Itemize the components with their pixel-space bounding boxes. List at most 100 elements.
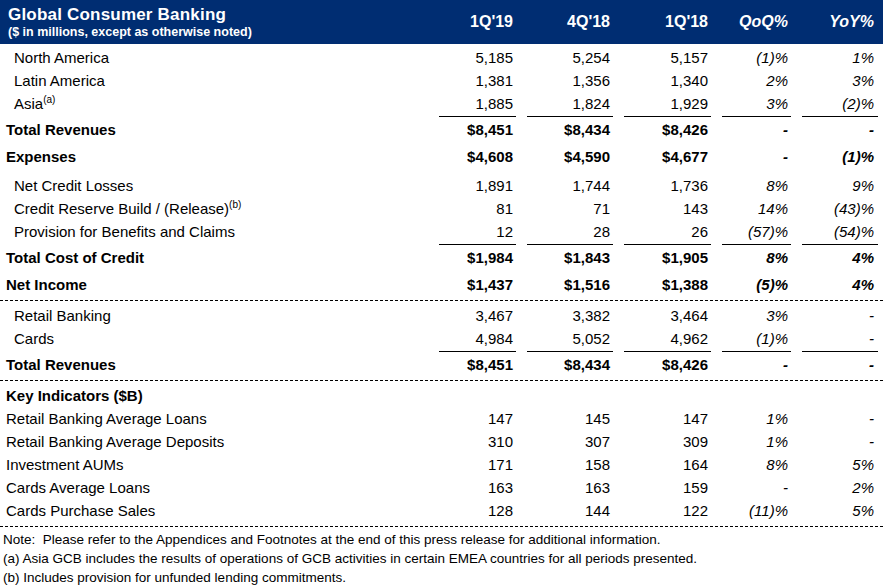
value-cell: 4%: [793, 249, 883, 266]
value-cell: 2%: [793, 479, 883, 496]
value-cell: -: [793, 433, 883, 450]
value-cell: 147: [615, 410, 713, 427]
table-row: Expenses$4,608$4,590$4,677-(1)%: [0, 145, 883, 168]
value-cell: -: [793, 307, 883, 324]
value-cell: 3%: [793, 72, 883, 89]
value-cell: (1)%: [793, 148, 883, 165]
table-row: Cards Purchase Sales128144122(11)%5%: [0, 499, 883, 522]
value-cell: (2)%: [793, 95, 883, 112]
value-cell: -: [713, 148, 793, 165]
value-cell: 307: [518, 433, 615, 450]
table-body: North America5,1855,2545,157(1)%1%Latin …: [0, 44, 883, 530]
row-label: Expenses: [0, 148, 430, 165]
column-underline: [439, 116, 516, 117]
row-label: Total Cost of Credit: [0, 249, 430, 266]
value-cell: -: [793, 410, 883, 427]
row-label: Credit Reserve Build / (Release)(b): [0, 200, 430, 217]
row-label: Latin America: [0, 72, 430, 89]
dashed-line: [0, 300, 883, 301]
column-underline: [527, 244, 613, 245]
financial-results-table: Global Consumer Banking ($ in millions, …: [0, 0, 883, 586]
value-cell: 1%: [793, 49, 883, 66]
table-row: Asia(a)1,8851,8241,9293%(2)%: [0, 92, 883, 115]
section-divider: [0, 376, 883, 384]
value-cell: (57)%: [713, 223, 793, 240]
value-cell: $4,677: [615, 148, 713, 165]
table-row: Cards Average Loans163163159-2%: [0, 476, 883, 499]
page-subtitle: ($ in millions, except as otherwise note…: [8, 25, 430, 40]
value-cell: 4,962: [615, 330, 713, 347]
footnote-line: (a) Asia GCB includes the results of ope…: [3, 549, 883, 568]
value-cell: 128: [430, 502, 518, 519]
row-label: Provision for Benefits and Claims: [0, 223, 430, 240]
value-cell: (11)%: [713, 502, 793, 519]
value-cell: 71: [518, 200, 615, 217]
value-cell: 147: [430, 410, 518, 427]
value-cell: 12: [430, 223, 518, 240]
column-underline: [722, 244, 791, 245]
row-label: Key Indicators ($B): [0, 387, 430, 404]
row-label: Net Credit Losses: [0, 177, 430, 194]
row-label: Retail Banking Average Loans: [0, 410, 430, 427]
value-cell: 171: [430, 456, 518, 473]
value-cell: -: [793, 330, 883, 347]
value-cell: 1,340: [615, 72, 713, 89]
footnote-line: Note: Please refer to the Appendices and…: [3, 530, 883, 549]
column-header: QoQ%: [713, 13, 793, 31]
value-cell: -: [713, 479, 793, 496]
column-underline: [527, 351, 613, 352]
row-label: Cards: [0, 330, 430, 347]
row-label: Investment AUMs: [0, 456, 430, 473]
value-cell: 163: [518, 479, 615, 496]
value-cell: (1)%: [713, 49, 793, 66]
value-cell: 5%: [793, 502, 883, 519]
row-label: North America: [0, 49, 430, 66]
value-cell: -: [713, 121, 793, 138]
column-underline: [722, 351, 791, 352]
value-cell: 5,185: [430, 49, 518, 66]
value-cell: 26: [615, 223, 713, 240]
column-underline: [624, 244, 711, 245]
column-header: 1Q'18: [615, 13, 713, 31]
value-cell: $8,426: [615, 356, 713, 373]
value-cell: 1%: [713, 410, 793, 427]
value-cell: (1)%: [713, 330, 793, 347]
value-cell: (54)%: [793, 223, 883, 240]
table-row: Provision for Benefits and Claims122826(…: [0, 220, 883, 243]
value-cell: 4,984: [430, 330, 518, 347]
table-row: Credit Reserve Build / (Release)(b)81711…: [0, 197, 883, 220]
value-cell: 5,052: [518, 330, 615, 347]
value-cell: 1,356: [518, 72, 615, 89]
title-block: Global Consumer Banking ($ in millions, …: [0, 5, 430, 40]
table-row: Key Indicators ($B): [0, 384, 883, 407]
value-cell: 1,929: [615, 95, 713, 112]
column-underline: [802, 244, 878, 245]
value-cell: 1,744: [518, 177, 615, 194]
table-row: Cards4,9845,0524,962(1)%-: [0, 327, 883, 350]
table-row: Retail Banking Average Deposits310307309…: [0, 430, 883, 453]
row-label: Cards Average Loans: [0, 479, 430, 496]
row-label: Asia(a): [0, 95, 430, 112]
column-header: 1Q'19: [430, 13, 518, 31]
value-cell: $1,984: [430, 249, 518, 266]
value-cell: 1,885: [430, 95, 518, 112]
value-cell: 1,891: [430, 177, 518, 194]
value-cell: 3,467: [430, 307, 518, 324]
value-cell: 5,157: [615, 49, 713, 66]
value-cell: $4,590: [518, 148, 615, 165]
column-underline: [802, 351, 878, 352]
value-cell: $1,516: [518, 276, 615, 293]
footnote-marker: (a): [43, 94, 55, 105]
column-underline: [439, 351, 516, 352]
value-cell: $4,608: [430, 148, 518, 165]
column-underline: [439, 244, 516, 245]
row-label: Net Income: [0, 276, 430, 293]
value-cell: -: [793, 121, 883, 138]
table-row: Total Cost of Credit$1,984$1,843$1,9058%…: [0, 246, 883, 269]
table-header: Global Consumer Banking ($ in millions, …: [0, 0, 883, 44]
column-underline: [802, 116, 878, 117]
section-divider: [0, 522, 883, 530]
value-cell: 164: [615, 456, 713, 473]
table-row: Investment AUMs1711581648%5%: [0, 453, 883, 476]
table-row: Net Income$1,437$1,516$1,388(5)%4%: [0, 273, 883, 296]
